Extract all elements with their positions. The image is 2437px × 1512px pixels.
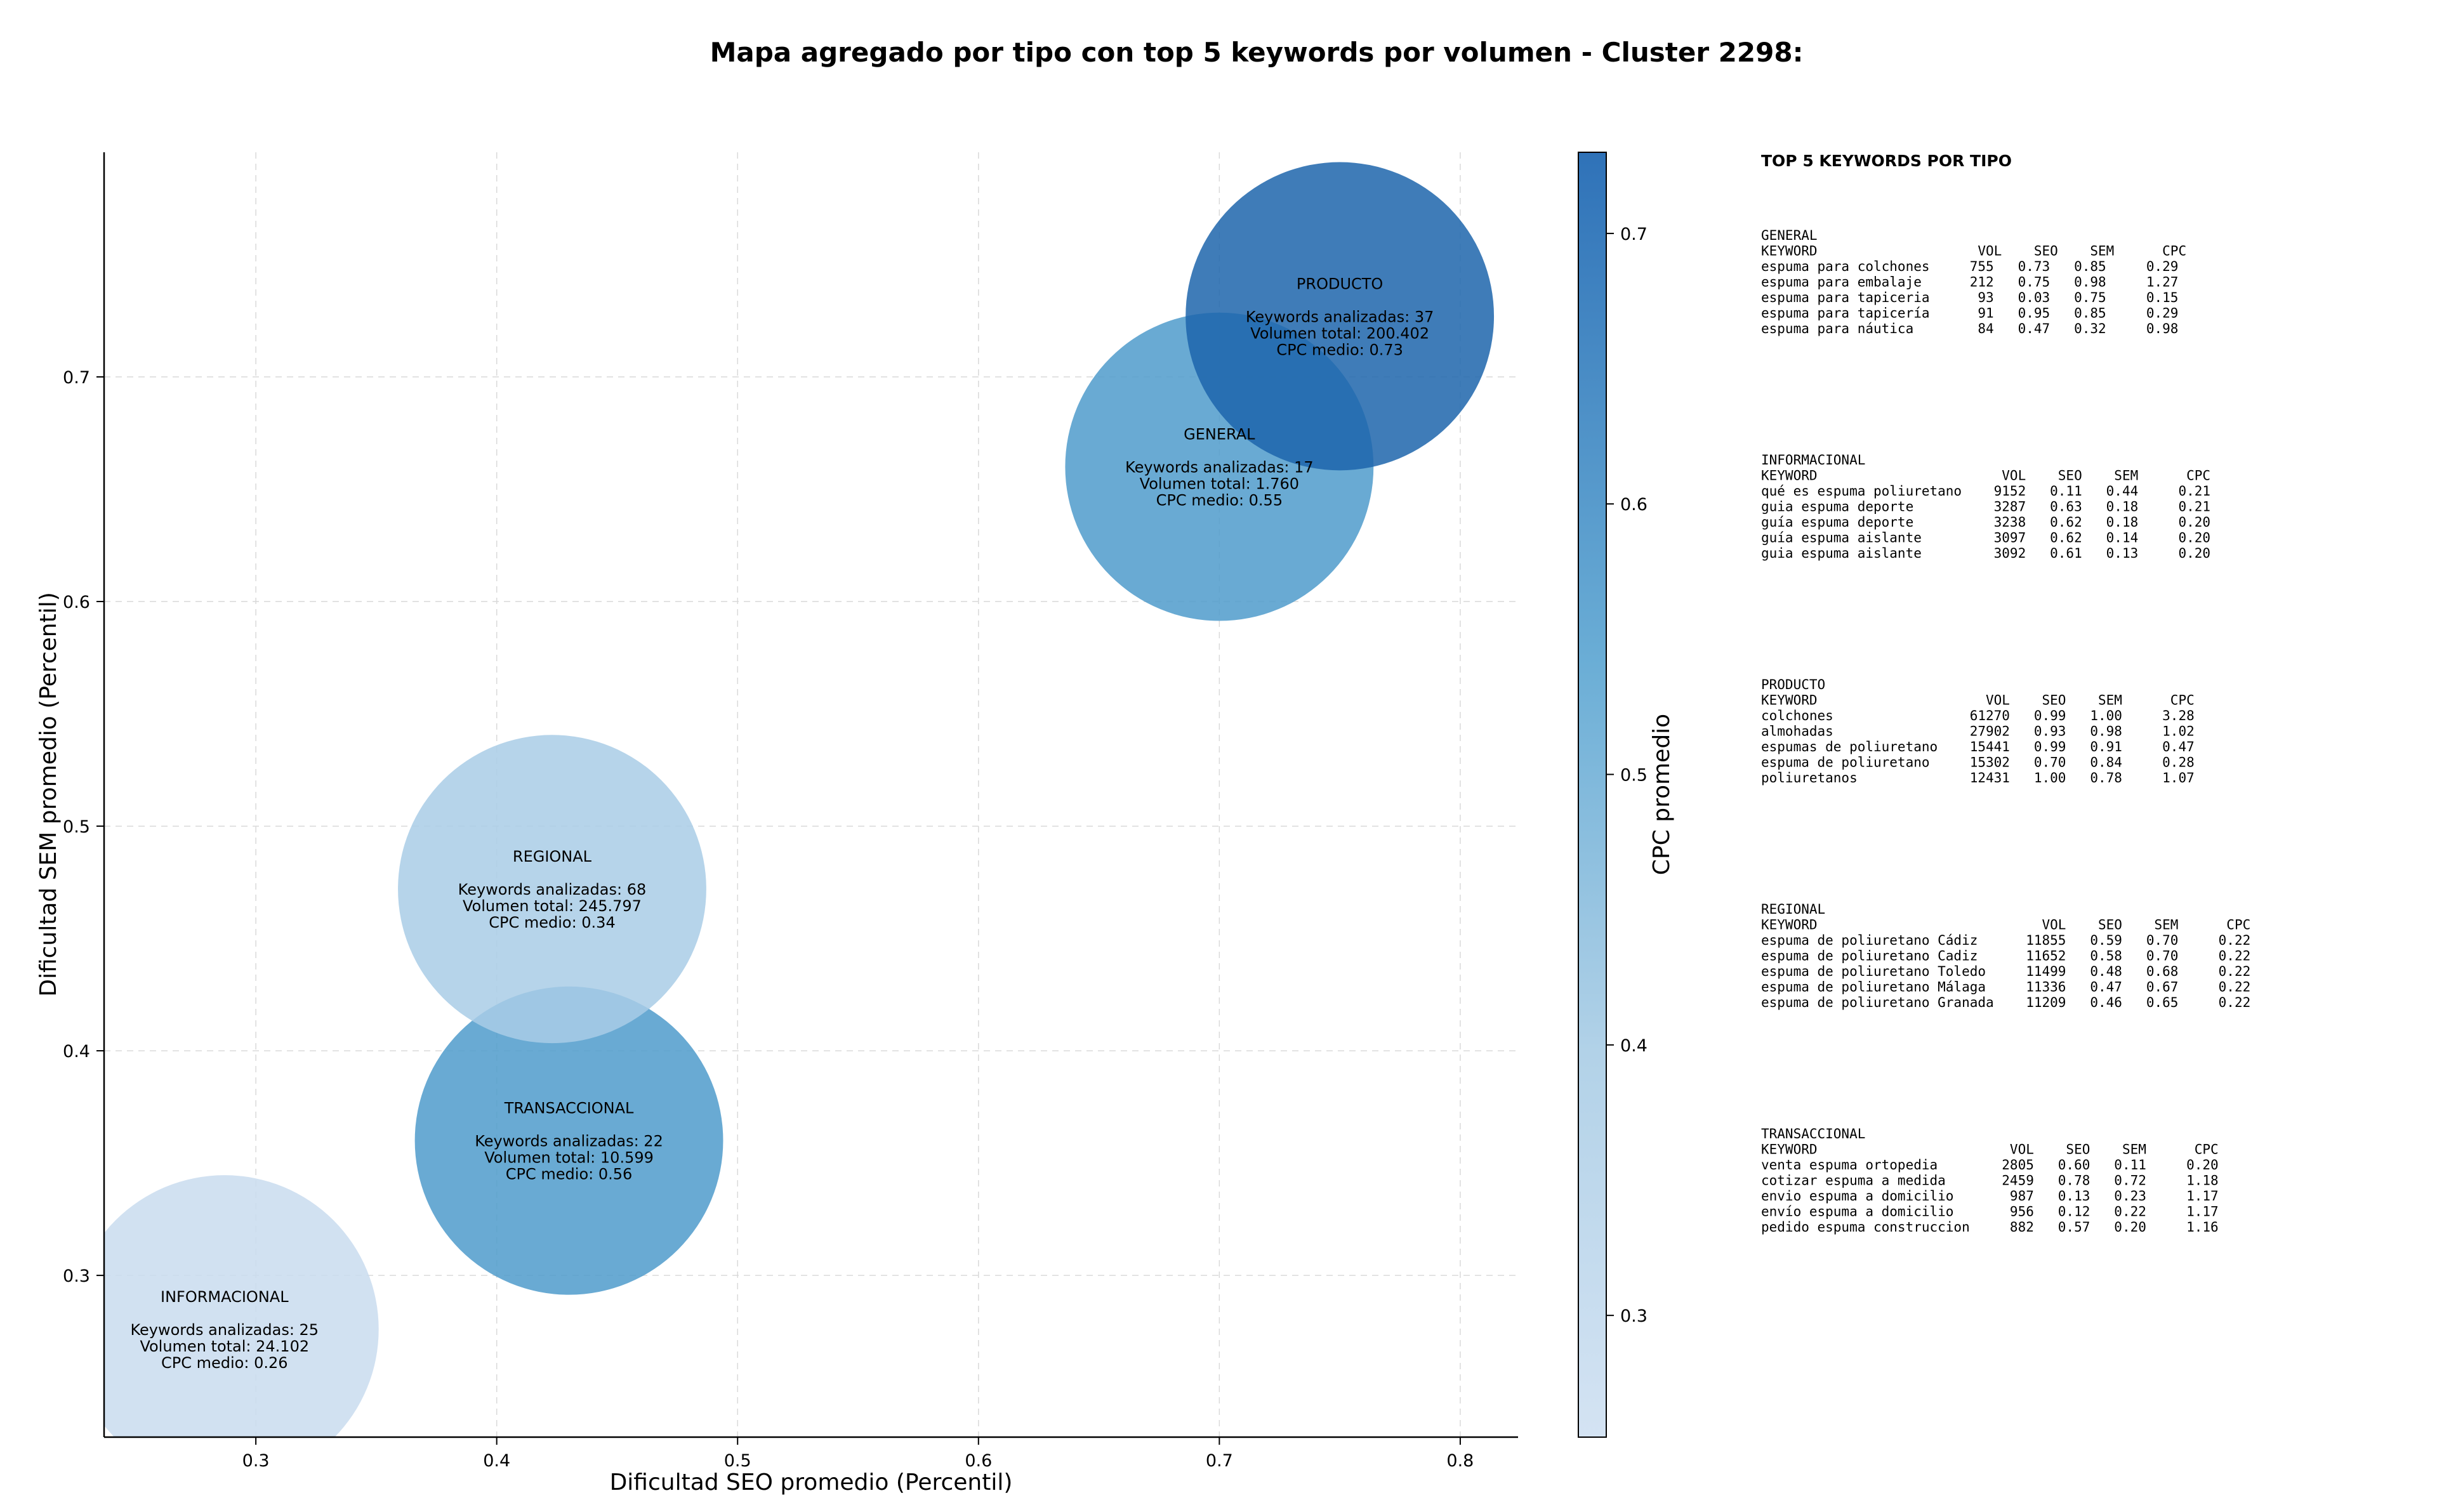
bubble-stat-label: Keywords analizadas: 22 <box>475 1133 663 1150</box>
colorbar-tick-label: 0.7 <box>1620 225 1648 244</box>
colorbar-ticks: 0.3 0.4 0.5 0.6 0.7 <box>1606 225 1648 1326</box>
side-table-header: KEYWORD VOL SEO SEM CPC <box>1761 693 2195 708</box>
y-tick-label: 0.3 <box>63 1266 90 1286</box>
y-axis-label: Dificultad SEM promedio (Percentil) <box>36 592 62 997</box>
side-table-row: espuma de poliuretano 15302 0.70 0.84 0.… <box>1761 755 2195 770</box>
side-table-row: guia espuma deporte 3287 0.63 0.18 0.21 <box>1761 499 2210 515</box>
side-table-row: envío espuma a domicilio 956 0.12 0.22 1… <box>1761 1204 2219 1219</box>
side-table-row: espuma de poliuretano Cádiz 11855 0.59 0… <box>1761 933 2250 948</box>
colorbar-tick-label: 0.3 <box>1620 1306 1648 1326</box>
side-group-title: TRANSACCIONAL <box>1761 1126 1865 1141</box>
bubble-stat-label: Volumen total: 245.797 <box>463 897 642 915</box>
side-table-header: KEYWORD VOL SEO SEM CPC <box>1761 917 2250 933</box>
x-tick-label: 0.7 <box>1206 1451 1233 1471</box>
bubble-stat-label: CPC medio: 0.73 <box>1276 341 1403 358</box>
x-tick-label: 0.5 <box>724 1451 751 1471</box>
side-table-row: poliuretanos 12431 1.00 0.78 1.07 <box>1761 770 2195 786</box>
side-table-header: KEYWORD VOL SEO SEM CPC <box>1761 468 2210 483</box>
side-table-row: almohadas 27902 0.93 0.98 1.02 <box>1761 724 2195 739</box>
x-tick-label: 0.3 <box>242 1451 270 1471</box>
chart-title: Mapa agregado por tipo con top 5 keyword… <box>710 37 1804 68</box>
side-group-title: GENERAL <box>1761 228 1818 243</box>
y-tick-label: 0.4 <box>63 1042 90 1062</box>
y-tick-label: 0.7 <box>63 368 90 388</box>
x-axis-label: Dificultad SEO promedio (Percentil) <box>610 1469 1013 1496</box>
bubble-stat-label: CPC medio: 0.34 <box>489 914 616 931</box>
side-table-header: KEYWORD VOL SEO SEM CPC <box>1761 244 2186 259</box>
side-table-row: espuma para embalaje 212 0.75 0.98 1.27 <box>1761 275 2178 290</box>
bubble-stat-label: Keywords analizadas: 68 <box>458 881 647 898</box>
side-table-row: guia espuma aislante 3092 0.61 0.13 0.20 <box>1761 546 2210 561</box>
bubble-regional <box>398 735 706 1044</box>
bubble-stat-label: CPC medio: 0.55 <box>1156 492 1283 509</box>
side-table-row: guía espuma deporte 3238 0.62 0.18 0.20 <box>1761 515 2210 530</box>
bubble-stat-label: Keywords analizadas: 37 <box>1246 308 1434 325</box>
side-group-title: REGIONAL <box>1761 902 1825 917</box>
side-table-row: espuma para colchones 755 0.73 0.85 0.29 <box>1761 259 2178 274</box>
colorbar-tick-label: 0.6 <box>1620 495 1648 515</box>
bubble-stat-label: Keywords analizadas: 25 <box>130 1321 319 1339</box>
side-panel-title: TOP 5 KEYWORDS POR TIPO <box>1761 152 2012 170</box>
bubble-transaccional <box>414 986 723 1295</box>
side-table-row: espuma para náutica 84 0.47 0.32 0.98 <box>1761 321 2178 336</box>
bubble-stat-label: Volumen total: 1.760 <box>1140 475 1299 493</box>
bubble-stat-label: Volumen total: 10.599 <box>484 1149 654 1167</box>
bubble-stat-label: Volumen total: 200.402 <box>1250 324 1429 342</box>
side-table-row: espuma para tapicería 91 0.95 0.85 0.29 <box>1761 306 2178 321</box>
side-table-row: qué es espuma poliuretano 9152 0.11 0.44… <box>1761 483 2210 499</box>
y-ticks: 0.3 0.4 0.5 0.6 0.7 <box>63 368 104 1286</box>
side-table-header: KEYWORD VOL SEO SEM CPC <box>1761 1142 2219 1157</box>
x-tick-label: 0.8 <box>1446 1451 1474 1471</box>
bubbles-layer <box>104 162 1495 1437</box>
side-table-row: envio espuma a domicilio 987 0.13 0.23 1… <box>1761 1188 2219 1204</box>
y-tick-label: 0.6 <box>63 593 90 612</box>
bubble-stat-label: CPC medio: 0.26 <box>161 1354 288 1372</box>
x-tick-label: 0.4 <box>483 1451 510 1471</box>
side-group-title: PRODUCTO <box>1761 677 1825 692</box>
side-table-row: guía espuma aislante 3097 0.62 0.14 0.20 <box>1761 530 2210 546</box>
bubble-stat-label: Volumen total: 24.102 <box>140 1338 309 1355</box>
side-table-row: espumas de poliuretano 15441 0.99 0.91 0… <box>1761 739 2195 754</box>
side-table-row: espuma de poliuretano Cadiz 11652 0.58 0… <box>1761 949 2250 964</box>
bubble-informacional <box>104 1175 379 1437</box>
x-ticks: 0.3 0.4 0.5 0.6 0.7 0.8 <box>242 1437 1474 1471</box>
y-tick-label: 0.5 <box>63 817 90 837</box>
colorbar-label: CPC promedio <box>1649 714 1675 875</box>
colorbar-tick-label: 0.5 <box>1620 766 1648 786</box>
side-table-row: colchones 61270 0.99 1.00 3.28 <box>1761 708 2195 723</box>
x-tick-label: 0.6 <box>965 1451 992 1471</box>
bubble-name-label: REGIONAL <box>513 848 592 865</box>
bubble-producto <box>1185 162 1495 471</box>
bubble-name-label: PRODUCTO <box>1297 275 1383 293</box>
bubble-stat-label: CPC medio: 0.56 <box>506 1166 633 1183</box>
side-table-row: espuma para tapiceria 93 0.03 0.75 0.15 <box>1761 290 2178 305</box>
bubble-name-label: INFORMACIONAL <box>161 1288 289 1306</box>
side-group-title: INFORMACIONAL <box>1761 452 1865 468</box>
side-table-row: espuma de poliuretano Málaga 11336 0.47 … <box>1761 980 2250 995</box>
bubble-stat-label: Keywords analizadas: 17 <box>1125 459 1314 477</box>
side-table-row: espuma de poliuretano Toledo 11499 0.48 … <box>1761 964 2250 979</box>
side-table-row: venta espuma ortopedia 2805 0.60 0.11 0.… <box>1761 1157 2219 1173</box>
colorbar-tick-label: 0.4 <box>1620 1036 1648 1056</box>
colorbar <box>1578 152 1607 1438</box>
side-table-row: espuma de poliuretano Granada 11209 0.46… <box>1761 995 2250 1010</box>
bubble-name-label: TRANSACCIONAL <box>504 1100 634 1117</box>
side-table-row: pedido espuma construccion 882 0.57 0.20… <box>1761 1219 2219 1235</box>
bubble-name-label: GENERAL <box>1184 426 1255 444</box>
side-table-row: cotizar espuma a medida 2459 0.78 0.72 1… <box>1761 1173 2219 1188</box>
